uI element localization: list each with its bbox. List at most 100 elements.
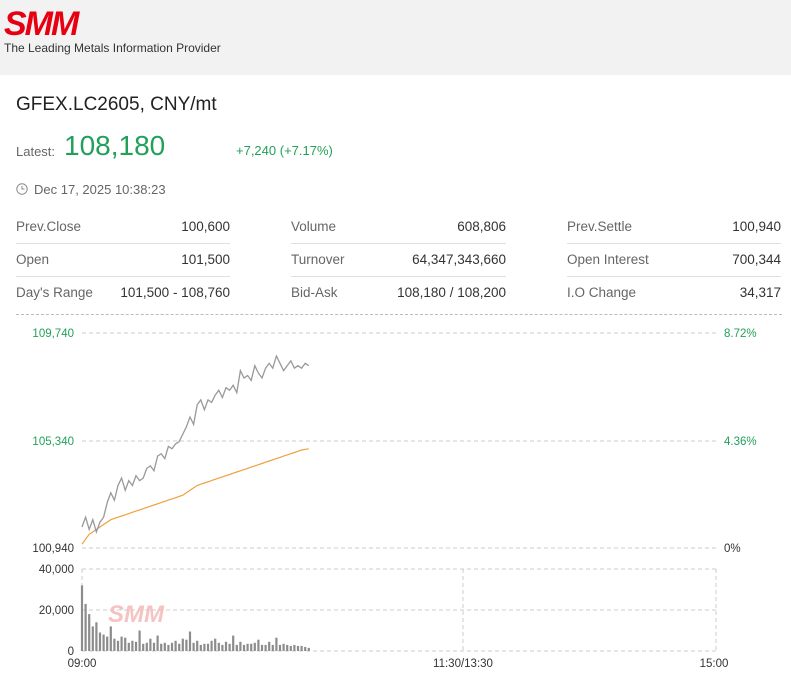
volume-bar (282, 643, 285, 651)
volume-bar (257, 639, 260, 651)
volume-bar (127, 642, 130, 651)
volume-bar (174, 640, 177, 652)
pct-tick: 8.72% (724, 328, 757, 340)
volume-bar (181, 638, 184, 651)
stat-label: Open (16, 252, 50, 267)
volume-bar (185, 639, 188, 651)
stat-open: Open 101,500 (16, 243, 230, 276)
volume-bar (88, 614, 91, 651)
watermark-logo: SMM (108, 601, 165, 628)
volume-bar (206, 643, 210, 651)
volume-bar (160, 643, 163, 651)
stat-bid-ask: Bid-Ask 108,180 / 108,200 (291, 276, 506, 309)
smm-logo[interactable]: SMM (4, 5, 79, 43)
divider (291, 243, 506, 244)
divider (567, 243, 781, 244)
volume-bar (116, 640, 120, 652)
volume-bar (80, 585, 84, 651)
volume-bar (134, 641, 138, 651)
clock-icon (16, 183, 28, 195)
divider (567, 276, 781, 277)
pct-tick: 4.36% (724, 436, 757, 448)
stat-label: Open Interest (567, 252, 649, 267)
price-line (81, 354, 310, 534)
volume-bar (142, 643, 145, 651)
pct-tick: 0% (724, 543, 741, 555)
price-tick: 100,940 (32, 543, 74, 555)
stat-io-change: I.O Change 34,317 (567, 276, 781, 309)
stat-value: 101,500 - 108,760 (120, 285, 230, 300)
volume-bar (199, 644, 202, 651)
time-tick: 15:00 (700, 658, 729, 670)
stat-value: 700,344 (732, 252, 781, 267)
price-tick: 105,340 (32, 436, 74, 448)
volume-bar (163, 642, 166, 651)
volume-bar (210, 640, 213, 652)
volume-bar (275, 637, 278, 651)
volume-bar (239, 641, 242, 651)
volume-bar (156, 635, 159, 651)
volume-bar (109, 626, 112, 651)
stat-days-range: Day's Range 101,500 - 108,760 (16, 276, 230, 309)
volume-bar (293, 644, 296, 651)
volume-bar (84, 603, 87, 651)
volume-bar (192, 642, 195, 651)
divider (16, 276, 230, 277)
stat-label: Day's Range (16, 285, 93, 300)
volume-bar (91, 626, 94, 651)
volume-bar (307, 647, 310, 651)
volume-bar (203, 643, 206, 651)
volume-bar (102, 634, 105, 651)
volume-tick: 0 (68, 646, 74, 658)
volume-bar (271, 644, 274, 651)
volume-bar (242, 644, 246, 651)
divider (16, 243, 230, 244)
stat-label: Prev.Settle (567, 219, 633, 234)
volume-bar (221, 644, 224, 651)
volume-bar (253, 642, 256, 651)
volume-bar (214, 638, 217, 651)
volume-bar (98, 632, 102, 651)
stat-value: 34,317 (739, 285, 781, 300)
volume-bar (95, 622, 98, 651)
tagline: The Leading Metals Information Provider (4, 41, 221, 55)
volume-bar (278, 644, 282, 651)
stat-volume: Volume 608,806 (291, 210, 506, 243)
stat-label: I.O Change (567, 285, 637, 300)
stat-label: Turnover (291, 252, 345, 267)
volume-bar (296, 645, 300, 651)
volume-bar (131, 640, 134, 652)
time-tick: 09:00 (68, 658, 97, 670)
volume-bar (224, 641, 228, 651)
volume-bar (268, 641, 271, 651)
stat-value: 64,347,343,660 (412, 252, 506, 267)
volume-bar (120, 636, 123, 651)
stat-prev-close: Prev.Close 100,600 (16, 210, 230, 243)
average-price-line (81, 448, 309, 545)
price-tick: 109,740 (32, 328, 74, 340)
stat-open-interest: Open Interest 700,344 (567, 243, 781, 276)
volume-bar (138, 630, 141, 651)
volume-tick: 40,000 (39, 564, 74, 576)
stat-value: 101,500 (181, 252, 230, 267)
volume-bar (304, 646, 307, 651)
stat-value: 100,940 (732, 219, 781, 234)
stat-turnover: Turnover 64,347,343,660 (291, 243, 506, 276)
volume-bar (264, 644, 267, 651)
section-divider (16, 314, 782, 315)
volume-bar (300, 645, 303, 651)
time-tick: 11:30/13:30 (433, 658, 493, 670)
latest-price: 108,180 (64, 130, 166, 161)
volume-bar (152, 642, 156, 651)
volume-bar (217, 642, 220, 651)
volume-bar (228, 643, 231, 651)
volume-tick: 20,000 (39, 605, 74, 617)
quote-timestamp: Dec 17, 2025 10:38:23 (34, 182, 166, 197)
volume-bar (178, 643, 181, 651)
divider (291, 276, 506, 277)
volume-bar (232, 635, 235, 651)
stat-label: Bid-Ask (291, 285, 338, 300)
volume-bar (250, 643, 253, 651)
volume-bar (289, 645, 292, 651)
